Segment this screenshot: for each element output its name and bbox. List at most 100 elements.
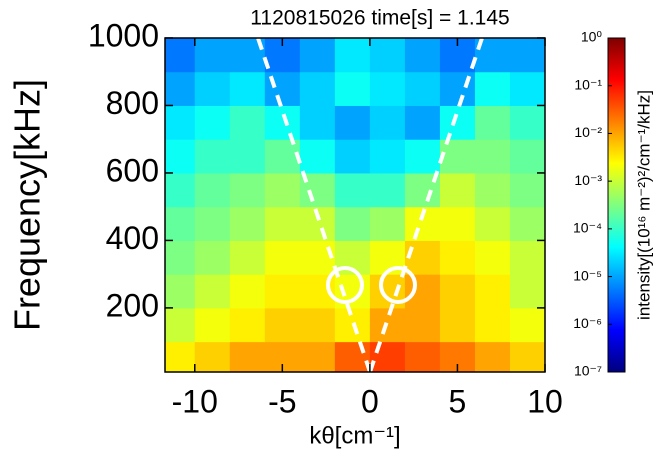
heatmap-cell bbox=[439, 105, 476, 140]
heatmap-cell bbox=[509, 206, 545, 241]
heatmap bbox=[165, 38, 545, 372]
heatmap-cell bbox=[474, 307, 511, 343]
heatmap-cell bbox=[229, 172, 266, 208]
heatmap-cell bbox=[334, 172, 371, 208]
heatmap-cell bbox=[229, 71, 266, 106]
heatmap-cell bbox=[229, 240, 266, 275]
heatmap-cell bbox=[299, 240, 336, 275]
heatmap-cell bbox=[474, 240, 511, 275]
x-tick-label: -10 bbox=[172, 383, 218, 419]
heatmap-cell bbox=[404, 38, 441, 73]
x-axis-label: kθ[cm⁻¹] bbox=[309, 422, 400, 449]
heatmap-cell bbox=[509, 38, 545, 73]
heatmap-cell bbox=[299, 307, 336, 343]
heatmap-cell bbox=[439, 240, 476, 275]
colorbar-tick-label: 10⁰ bbox=[581, 29, 603, 45]
heatmap-cell bbox=[194, 105, 231, 140]
heatmap-cell bbox=[334, 139, 371, 174]
heatmap-cell bbox=[474, 274, 511, 309]
heatmap-cell bbox=[509, 341, 545, 372]
heatmap-cell bbox=[509, 240, 545, 275]
heatmap-cell bbox=[439, 206, 476, 241]
heatmap-cell bbox=[404, 307, 441, 343]
heatmap-cell bbox=[194, 274, 231, 309]
heatmap-cell bbox=[474, 206, 511, 241]
heatmap-cell bbox=[264, 139, 301, 174]
heatmap-cell bbox=[439, 172, 476, 208]
x-tick-label: 10 bbox=[527, 383, 563, 419]
heatmap-cell bbox=[194, 139, 231, 174]
heatmap-cell bbox=[229, 341, 266, 372]
heatmap-cell bbox=[334, 38, 371, 73]
heatmap-cell bbox=[334, 206, 371, 241]
heatmap-cell bbox=[194, 206, 231, 241]
heatmap-cell bbox=[334, 105, 371, 140]
heatmap-cell bbox=[165, 71, 196, 106]
heatmap-cell bbox=[404, 71, 441, 106]
heatmap-cell bbox=[474, 341, 511, 372]
heatmap-cell bbox=[474, 172, 511, 208]
heatmap-cell bbox=[194, 172, 231, 208]
colorbar-tick-label: 10⁻⁷ bbox=[574, 363, 602, 379]
heatmap-cell bbox=[369, 71, 406, 106]
heatmap-cell bbox=[264, 105, 301, 140]
heatmap-cell bbox=[404, 105, 441, 140]
y-tick-label: 600 bbox=[106, 152, 159, 188]
heatmap-cell bbox=[229, 105, 266, 140]
heatmap-cell bbox=[264, 274, 301, 309]
heatmap-cell bbox=[165, 307, 196, 343]
heatmap-cell bbox=[474, 139, 511, 174]
x-tick-label: -5 bbox=[268, 383, 296, 419]
heatmap-cell bbox=[404, 341, 441, 372]
heatmap-cell bbox=[369, 341, 406, 372]
heatmap-cell bbox=[369, 172, 406, 208]
heatmap-cell bbox=[165, 172, 196, 208]
heatmap-cell bbox=[194, 307, 231, 343]
y-axis-label: Frequency[kHz] bbox=[7, 79, 48, 331]
heatmap-cell bbox=[229, 139, 266, 174]
heatmap-cell bbox=[194, 38, 231, 73]
heatmap-cell bbox=[165, 38, 196, 73]
colorbar-label: intensity[(10¹⁶ m⁻²)²/cm⁻¹/kHz] bbox=[634, 90, 653, 320]
colorbar-tick-label: 10⁻¹ bbox=[574, 76, 602, 92]
heatmap-cell bbox=[264, 206, 301, 241]
heatmap-cell bbox=[264, 172, 301, 208]
heatmap-cell bbox=[369, 38, 406, 73]
y-tick-label: 200 bbox=[106, 287, 159, 323]
heatmap-cell bbox=[299, 139, 336, 174]
heatmap-cell bbox=[509, 307, 545, 343]
heatmap-cell bbox=[404, 240, 441, 275]
heatmap-cell bbox=[474, 105, 511, 140]
heatmap-cell bbox=[439, 139, 476, 174]
heatmap-cell bbox=[334, 341, 371, 372]
heatmap-cell bbox=[229, 274, 266, 309]
x-tick-label: 0 bbox=[361, 383, 379, 419]
circle-marker bbox=[379, 266, 417, 304]
heatmap-cell bbox=[404, 274, 441, 309]
y-tick-label: 1000 bbox=[88, 17, 159, 53]
heatmap-cell bbox=[165, 206, 196, 241]
heatmap-cell bbox=[165, 341, 196, 372]
y-tick-label: 800 bbox=[106, 85, 159, 121]
heatmap-cell bbox=[509, 139, 545, 174]
heatmap-cell bbox=[299, 38, 336, 73]
heatmap-cell bbox=[509, 274, 545, 309]
colorbar-tick-label: 10⁻² bbox=[574, 124, 602, 140]
heatmap-cell bbox=[194, 341, 231, 372]
heatmap-cell bbox=[509, 71, 545, 106]
heatmap-cell bbox=[299, 341, 336, 372]
heatmap-cell bbox=[194, 240, 231, 275]
heatmap-cell bbox=[229, 206, 266, 241]
heatmap-cell bbox=[299, 105, 336, 140]
heatmap-cell bbox=[194, 71, 231, 106]
colorbar bbox=[607, 37, 626, 373]
heatmap-cell bbox=[509, 172, 545, 208]
heatmap-cell bbox=[264, 240, 301, 275]
heatmap-cell bbox=[299, 71, 336, 106]
heatmap-cell bbox=[369, 105, 406, 140]
heatmap-cell bbox=[439, 274, 476, 309]
heatmap-cell bbox=[404, 139, 441, 174]
colorbar-tick-label: 10⁻⁶ bbox=[573, 315, 602, 331]
heatmap-cell bbox=[509, 105, 545, 140]
plot-frame bbox=[164, 37, 546, 373]
